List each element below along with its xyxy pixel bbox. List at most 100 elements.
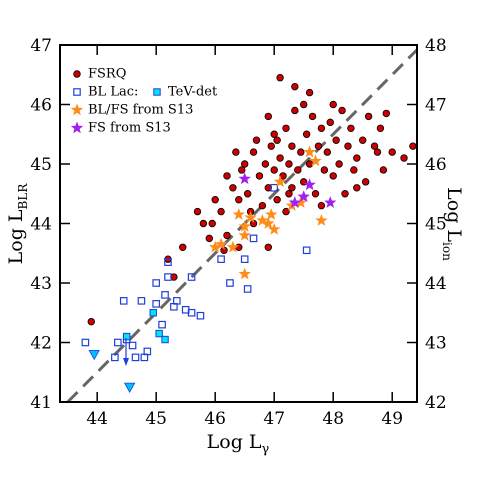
point xyxy=(320,166,329,174)
point xyxy=(235,195,243,204)
y-tick-label: 46 xyxy=(30,96,52,116)
legend-marker xyxy=(73,88,81,96)
point xyxy=(155,329,163,338)
point xyxy=(335,160,343,168)
point xyxy=(268,222,281,235)
point xyxy=(323,148,332,156)
point xyxy=(332,136,340,144)
point xyxy=(264,112,272,121)
point xyxy=(149,309,157,317)
point xyxy=(187,273,196,281)
point xyxy=(226,240,240,253)
point xyxy=(243,285,252,293)
legend-marker xyxy=(70,103,84,116)
point xyxy=(276,154,284,162)
point xyxy=(270,130,278,138)
point xyxy=(223,231,231,240)
point xyxy=(232,208,245,220)
point xyxy=(279,172,287,180)
point xyxy=(123,382,136,393)
point xyxy=(161,335,169,344)
point xyxy=(217,255,225,264)
point xyxy=(252,136,261,144)
point xyxy=(370,142,379,150)
point xyxy=(229,184,237,192)
point xyxy=(217,207,225,216)
y2-tick-label: 48 xyxy=(425,36,447,56)
point xyxy=(361,178,370,186)
legend-label: TeV-det xyxy=(168,85,218,100)
point xyxy=(317,124,326,132)
x-tick-label: 44 xyxy=(86,409,108,429)
point xyxy=(344,142,352,150)
point xyxy=(209,240,222,253)
point xyxy=(238,172,251,185)
point xyxy=(303,145,316,158)
point xyxy=(373,148,382,156)
point xyxy=(388,148,396,156)
legend-item: FSRQ xyxy=(73,67,126,82)
point xyxy=(379,166,388,174)
point xyxy=(152,300,160,308)
point xyxy=(291,82,299,91)
point xyxy=(265,208,278,220)
point xyxy=(240,255,249,264)
y-tick-label: 42 xyxy=(30,334,52,354)
point xyxy=(364,112,373,121)
point xyxy=(128,341,137,350)
point xyxy=(232,148,240,156)
legend-marker xyxy=(70,121,84,134)
point xyxy=(238,228,251,241)
point xyxy=(256,214,269,226)
x-tick-label: 48 xyxy=(322,409,344,429)
point xyxy=(223,172,231,180)
point xyxy=(300,100,308,109)
point xyxy=(264,243,272,251)
point xyxy=(87,317,95,326)
y2-tick-label: 43 xyxy=(425,334,447,354)
x-axis-label: Log Lγ xyxy=(207,431,270,457)
point xyxy=(238,219,251,232)
point xyxy=(119,297,128,305)
y-tick-label: 43 xyxy=(30,274,52,294)
point xyxy=(329,172,337,180)
point xyxy=(122,332,131,341)
point xyxy=(131,353,140,362)
point xyxy=(376,124,385,132)
y2-tick-label: 45 xyxy=(425,215,447,235)
legend-marker xyxy=(73,70,81,78)
point xyxy=(347,124,355,132)
point xyxy=(288,196,302,208)
x-tick-label: 49 xyxy=(381,409,403,429)
point xyxy=(338,106,346,115)
point xyxy=(226,279,234,287)
point xyxy=(273,136,281,144)
point xyxy=(152,279,160,287)
point xyxy=(238,267,251,280)
point xyxy=(382,109,391,118)
point xyxy=(291,106,299,115)
point xyxy=(267,142,275,150)
point xyxy=(208,219,216,228)
point xyxy=(282,124,290,132)
y2-tick-label: 47 xyxy=(425,96,447,116)
x-tick-label: 47 xyxy=(263,409,285,429)
point xyxy=(353,154,361,162)
point xyxy=(329,100,337,109)
legend-item: FS from S13 xyxy=(70,121,171,136)
point xyxy=(409,142,417,150)
point xyxy=(308,112,317,121)
point xyxy=(164,273,172,281)
point xyxy=(326,118,334,127)
point xyxy=(288,184,296,192)
point xyxy=(297,148,305,156)
point xyxy=(196,311,205,320)
point xyxy=(309,154,322,167)
point xyxy=(303,178,316,191)
point xyxy=(88,349,100,361)
point xyxy=(305,88,314,97)
point xyxy=(244,211,257,223)
limit-arrow-head xyxy=(123,358,129,366)
point xyxy=(111,353,119,362)
